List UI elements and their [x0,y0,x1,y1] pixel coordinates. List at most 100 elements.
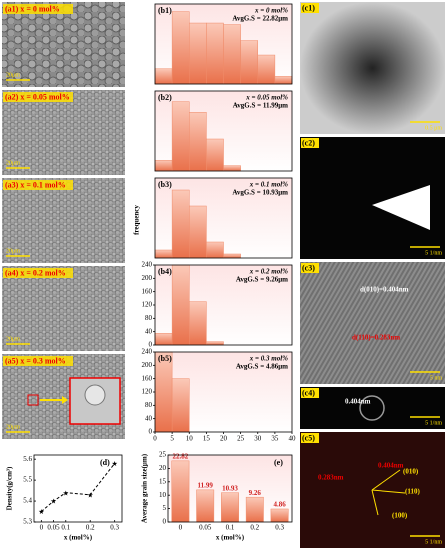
arrow-head [62,396,68,404]
panel-label: (c2) [302,138,315,147]
x-tick-label: 0.3 [275,524,284,532]
y-tick-label: 20 [159,464,167,472]
x-tick-label: 0.3 [110,524,119,532]
label-bg [3,356,73,366]
point-marker: ★ [63,489,69,497]
y-tick-label: 25 [159,451,167,459]
legend-text: x = 0.3 mol% [249,355,288,363]
label-bg [3,92,73,102]
panel-label: (e) [274,458,283,467]
scale-label: 5 1/nm [425,539,442,545]
x-tick-label: 10 [186,435,194,443]
plot-frame [154,177,293,259]
y-tick-label: 80 [145,314,153,322]
hist-bar [206,22,224,85]
inset-grain [84,384,106,406]
plot-frame [154,351,293,433]
y-tick-label: 200 [142,361,153,369]
annotation: d(110)=0.283nm [352,334,400,342]
annotation: 0.404nm [378,462,404,470]
annotation: d(010)=0.404nm [360,286,409,294]
hist-bar [223,165,241,172]
x-tick-label: 25 [237,435,245,443]
hist-bar [171,189,190,259]
value-label: 22.82 [173,452,189,460]
scale-label: 20μm [6,248,20,254]
panel-label: (a1) x = 0 mol% [5,4,60,13]
legend-text: AvgG.S = 11.99μm [233,102,288,110]
plot-frame [154,90,293,172]
hist-bar [189,301,207,346]
value-label: 10.93 [222,484,238,492]
label-bg [301,138,319,148]
point-marker: ★ [38,508,44,516]
label-bg [301,388,319,398]
x-tick-label: 0 [153,435,157,443]
scale-label: 0.5 μm [425,125,442,131]
vector [371,489,379,516]
hrtem-image [300,262,445,384]
scale-label: 20μm [6,160,20,166]
sem-image [2,2,125,87]
hist-bar [189,22,207,85]
tem-column: (c1) 0.5 μm (c2) 5 1/nm (c3) 5 nm d(010)=0.404… [300,2,445,548]
y-tick-label: 40 [145,414,153,422]
y-tick-label: 0 [149,341,153,349]
sem-image [2,178,125,263]
point-marker: ★ [112,460,118,468]
hist-bar [189,112,207,172]
x-tick-label: 0.05 [199,524,212,532]
zoom-box [27,394,39,406]
label-bg [3,180,73,190]
hist-bar [154,351,173,433]
y-tick-label: 5.6 [23,455,32,463]
bar [270,508,289,523]
bar [171,460,190,523]
panel-label: (c3) [302,263,315,272]
x-tick-label: 35 [271,435,279,443]
y-tick-label: 240 [142,348,153,356]
y-axis-label: frequency [133,205,141,235]
label-bg [301,433,319,443]
value-label: 11.99 [198,481,214,489]
y-tick-label: 40 [145,327,153,335]
fft-image [300,387,445,429]
panel-label: (c5) [302,433,315,442]
legend-text: AvgG.S = 10.93μm [232,189,288,197]
hist-bar [223,253,241,259]
scale-label: 20μm [6,336,20,342]
hist-bar [171,101,190,172]
x-axis-label: x (mol%) [64,534,93,542]
hist-bar [206,138,224,172]
label-bg [3,4,73,14]
scale-label: 20μm [6,72,20,78]
panel-label: (d) [100,458,110,467]
annotation: (010) [403,468,419,476]
y-tick-label: 200 [142,274,153,282]
bar [221,492,239,523]
sem-column: (a1) x = 0 mol% 20μm (a2) x = 0.05 mol% 20μ… [2,2,125,439]
hist-bar [171,264,190,346]
panel-label: (b3) [158,180,172,189]
plot-frame [33,454,123,523]
scale-label: 20μm [6,424,20,430]
y-tick-label: 120 [142,301,153,309]
vector [371,469,401,491]
annotation: (110) [405,488,420,496]
label-bg [301,263,319,273]
y-tick-label: 0 [149,428,153,436]
legend-text: x = 0.1 mol% [249,181,288,189]
hist-bar [154,68,173,85]
y-tick-label: 10 [159,491,167,499]
y-axis-label: Density(g/cm³) [6,466,14,510]
legend-text: AvgG.S = 22.82μm [232,15,288,23]
hist-bar [154,333,173,346]
panel-label: (a4) x = 0.2 mol% [5,268,66,277]
y-axis-label: Average grain size(μm) [141,453,149,523]
hist-bar [206,341,224,346]
x-tick-label: 15 [203,435,211,443]
value-label: 9.26 [249,489,262,497]
hist-bar [154,249,173,259]
